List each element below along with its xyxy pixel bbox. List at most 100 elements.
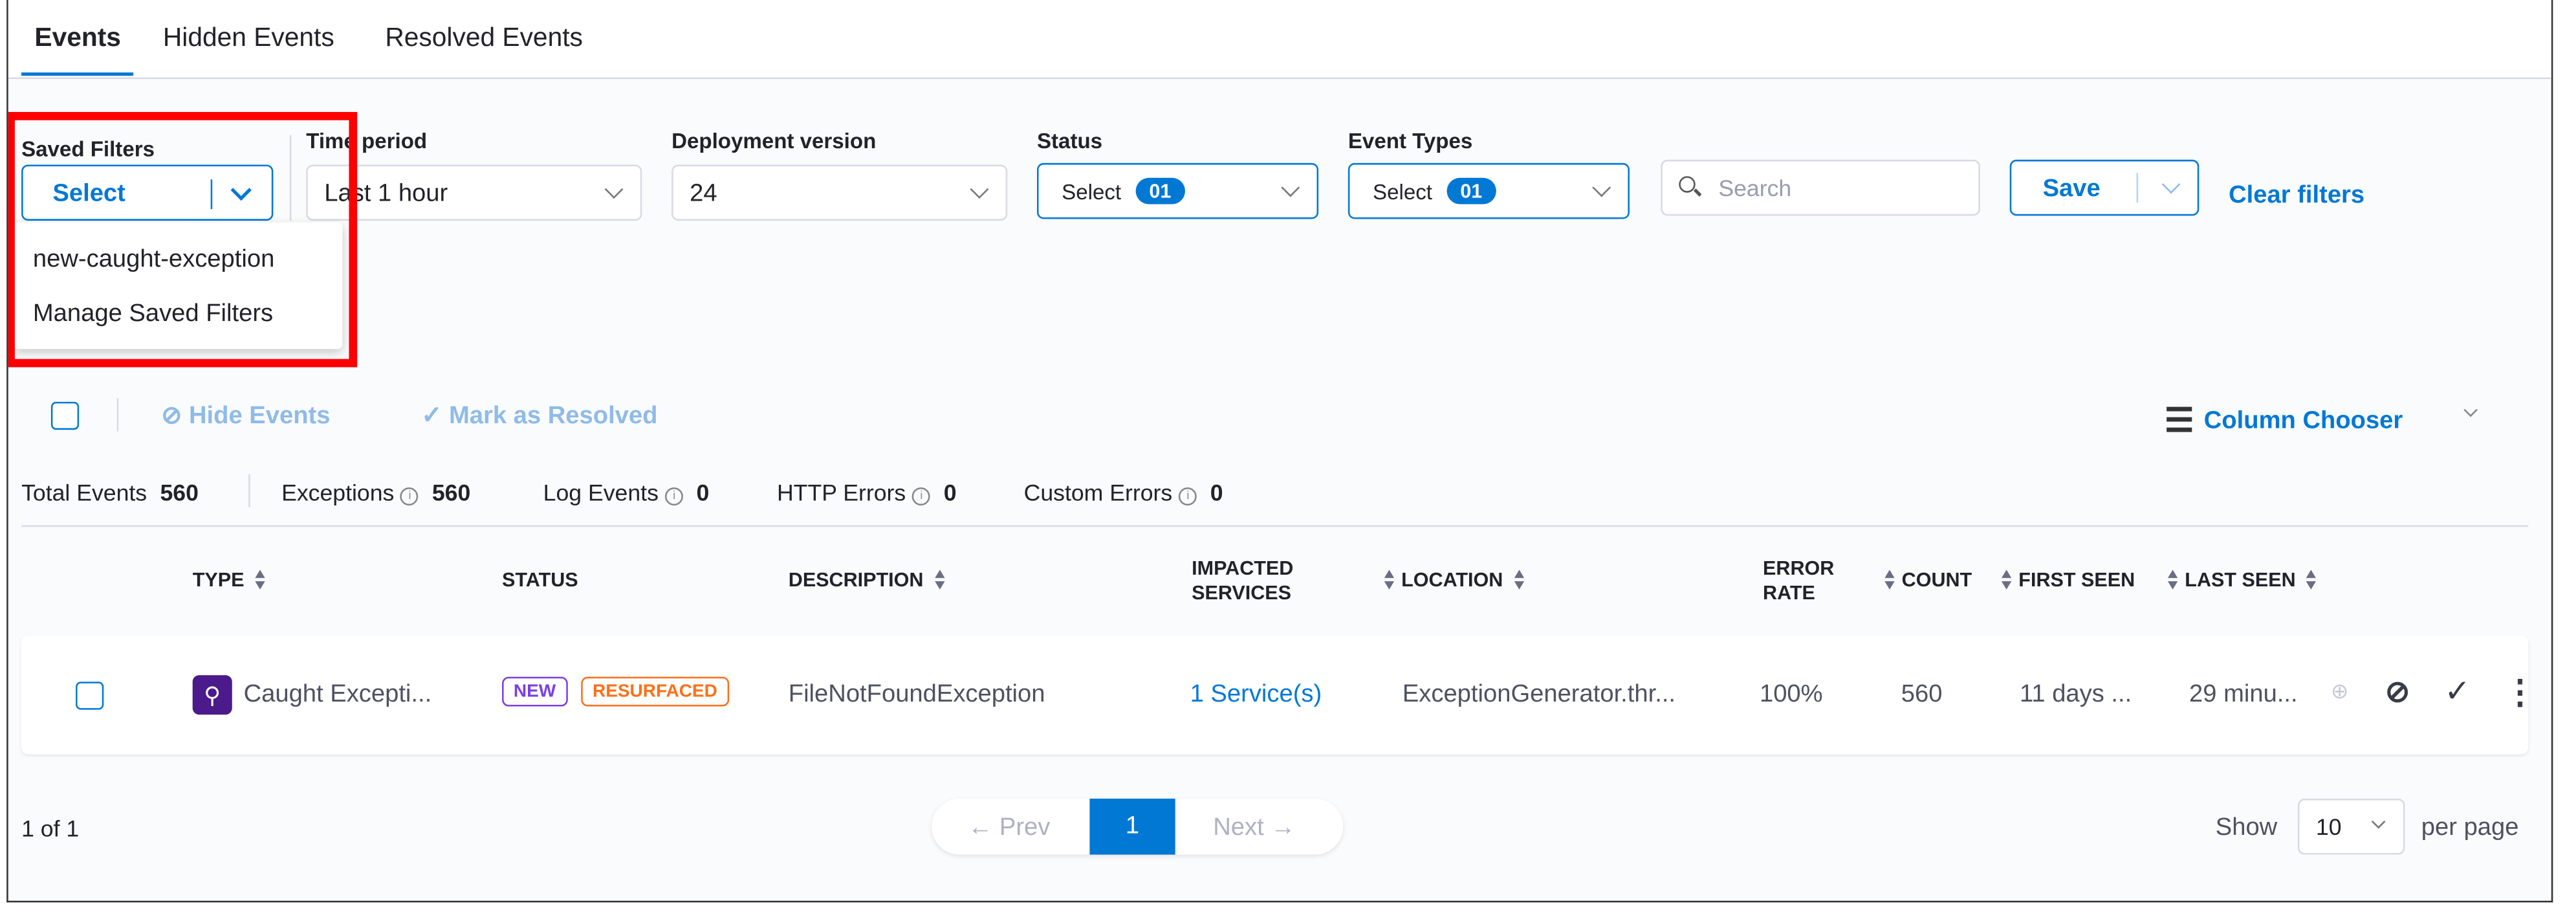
deployment-version-value: 24 — [690, 179, 717, 207]
count-cell: 560 — [1901, 680, 1943, 709]
page-size-value: 10 — [2315, 813, 2342, 840]
hamburger-icon: ☰ — [2164, 403, 2194, 440]
prev-button[interactable]: ← Prev — [968, 813, 1051, 842]
column-chooser-button[interactable]: ☰ Column Chooser — [2165, 400, 2403, 441]
caught-exception-icon: ⚲ — [192, 675, 232, 715]
sort-icon — [1384, 570, 1396, 592]
check-icon: ✓ — [421, 401, 449, 430]
column-header-last-seen[interactable]: LAST SEEN — [2167, 568, 2319, 593]
chevron-down-icon — [1592, 178, 1611, 197]
info-icon: i — [400, 487, 419, 506]
column-header-status: STATUS — [502, 568, 578, 592]
saved-filters-dropdown: new-caught-exception Manage Saved Filter… — [13, 222, 343, 349]
chevron-down-icon — [604, 180, 624, 199]
save-label: Save — [2042, 173, 2101, 202]
description-cell: FileNotFoundException — [788, 680, 1045, 709]
highlight-box — [8, 112, 358, 368]
exceptions-stat: Exceptions i 560 — [281, 479, 471, 506]
tab-resolved-events[interactable]: Resolved Events — [385, 25, 583, 53]
sort-icon — [255, 570, 267, 592]
info-icon: i — [912, 487, 931, 506]
mark-resolved-label: Mark as Resolved — [448, 401, 658, 430]
status-label: Status — [1036, 128, 1103, 153]
divider — [2136, 173, 2139, 203]
sort-icon — [2001, 570, 2013, 592]
saved-filters-select[interactable]: Select — [21, 164, 274, 221]
tab-bar: Events Hidden Events Resolved Events — [8, 0, 2551, 80]
tab-events[interactable]: Events — [34, 25, 121, 53]
page-1-button[interactable]: 1 — [1089, 799, 1175, 855]
total-events-stat: Total Events 560 — [21, 479, 199, 506]
menu-item-manage-saved-filters[interactable]: Manage Saved Filters — [32, 300, 274, 328]
event-types-label: Event Types — [1348, 128, 1473, 153]
active-tab-indicator — [21, 72, 134, 76]
sort-icon — [934, 570, 946, 592]
log-events-stat: Log Events i 0 — [543, 479, 710, 506]
chevron-down-icon — [970, 180, 989, 199]
status-count-badge: 01 — [1135, 177, 1184, 205]
add-monitor-icon[interactable]: ⊕ — [2330, 678, 2349, 703]
time-period-select[interactable]: Last 1 hour — [306, 164, 642, 221]
type-cell: Caught Excepti... — [243, 680, 432, 709]
hide-events-label: Hide Events — [188, 401, 331, 430]
resolve-check-icon[interactable]: ✓ — [2444, 675, 2471, 710]
page-size-select[interactable]: 10 — [2297, 799, 2405, 855]
column-header-first-seen[interactable]: FIRST SEEN — [2001, 568, 2135, 593]
chevron-down-icon[interactable] — [2161, 175, 2181, 194]
location-cell: ExceptionGenerator.thr... — [1402, 680, 1676, 709]
hide-events-button[interactable]: ⊘ Hide Events — [161, 400, 330, 430]
tab-hidden-events[interactable]: Hidden Events — [162, 25, 334, 53]
chevron-down-icon — [2371, 814, 2386, 829]
column-chooser-label: Column Chooser — [2203, 406, 2403, 435]
pagination: ← Prev 1 Next → — [932, 799, 1344, 855]
status-badge-new: NEW — [502, 676, 567, 707]
show-label: Show — [2215, 813, 2278, 842]
column-header-error-rate: ERROR RATE — [1763, 557, 1835, 604]
search-icon — [1679, 176, 1702, 197]
time-period-value: Last 1 hour — [324, 179, 448, 207]
divider — [248, 474, 250, 507]
next-button[interactable]: Next → — [1213, 813, 1296, 842]
clear-filters-link[interactable]: Clear filters — [2229, 181, 2365, 210]
events-page: Events Hidden Events Resolved Events Sav… — [6, 0, 2553, 903]
chevron-down-icon — [1281, 178, 1300, 197]
hide-eye-slash-icon[interactable]: ⊘ — [2385, 675, 2410, 709]
save-button[interactable]: Save — [2009, 159, 2199, 216]
status-value: Select — [1062, 179, 1122, 204]
deployment-version-label: Deployment version — [671, 128, 877, 153]
event-types-value: Select — [1373, 179, 1432, 204]
search-input[interactable]: Search — [1661, 159, 1980, 216]
sort-icon — [2306, 570, 2319, 592]
status-badge-resurfaced: RESURFACED — [581, 676, 729, 707]
divider — [21, 525, 2529, 527]
event-types-count-badge: 01 — [1446, 177, 1496, 205]
divider — [116, 398, 119, 432]
info-icon: i — [665, 487, 684, 506]
column-header-type[interactable]: TYPE — [193, 568, 267, 593]
table-row[interactable]: ⚲ Caught Excepti... NEW RESURFACED FileN… — [21, 636, 2537, 755]
saved-filters-value: Select — [52, 179, 126, 207]
column-header-count[interactable]: COUNT — [1884, 568, 1972, 593]
column-header-location[interactable]: LOCATION — [1384, 568, 1525, 593]
sort-icon — [2167, 570, 2179, 592]
row-checkbox[interactable] — [76, 681, 104, 710]
menu-item-new-caught-exception[interactable]: new-caught-exception — [32, 245, 275, 274]
chevron-down-icon[interactable] — [2463, 403, 2478, 417]
deployment-version-select[interactable]: 24 — [671, 164, 1008, 221]
more-options-icon[interactable]: ⋮ — [2504, 675, 2537, 712]
column-header-description[interactable]: DESCRIPTION — [789, 568, 946, 593]
last-seen-cell: 29 minu... — [2189, 680, 2298, 709]
impacted-services-link[interactable]: 1 Service(s) — [1190, 680, 1322, 709]
http-errors-stat: HTTP Errors i 0 — [776, 479, 957, 506]
per-page-label: per page — [2421, 813, 2519, 842]
status-select[interactable]: Select 01 — [1036, 162, 1319, 219]
select-all-checkbox[interactable] — [50, 401, 80, 430]
page-range: 1 of 1 — [21, 815, 80, 842]
mark-resolved-button[interactable]: ✓ Mark as Resolved — [421, 400, 657, 430]
sort-icon — [1514, 570, 1525, 592]
event-types-select[interactable]: Select 01 — [1348, 162, 1630, 219]
saved-filters-label: Saved Filters — [21, 137, 155, 162]
first-seen-cell: 11 days ... — [2019, 680, 2132, 709]
divider — [210, 179, 213, 210]
separator — [289, 135, 292, 221]
